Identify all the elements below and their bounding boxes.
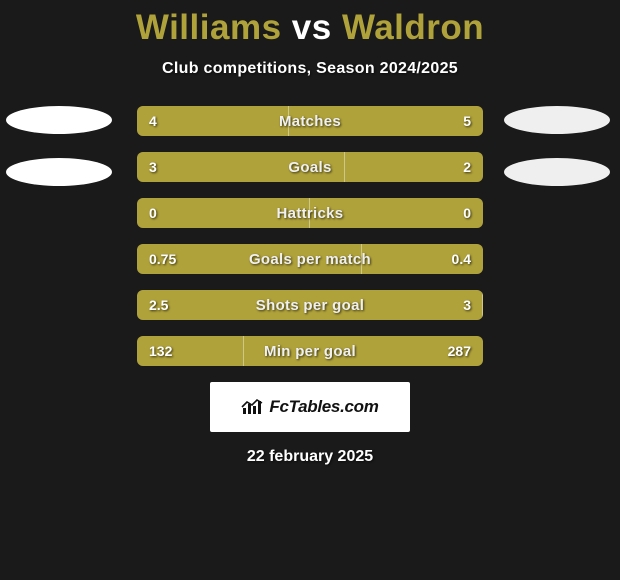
page-title: Williams vs Waldron — [0, 0, 620, 48]
stats-bars: 45Matches 32Goals 00Hattricks 0.750.4Goals … — [137, 106, 483, 366]
stat-row: 32Goals — [137, 152, 483, 182]
brand-badge[interactable]: FcTables.com — [210, 382, 410, 432]
stat-bar-right — [310, 198, 483, 228]
stat-bar-right — [244, 336, 483, 366]
player-right-name: Waldron — [342, 8, 484, 47]
brand-chart-icon — [241, 398, 263, 416]
stat-bar-left — [137, 198, 310, 228]
left-club-logos — [6, 106, 116, 210]
stat-bar-right — [345, 152, 483, 182]
stat-bar-left — [137, 152, 345, 182]
date-label: 22 february 2025 — [0, 448, 620, 466]
stat-row: 45Matches — [137, 106, 483, 136]
subtitle: Club competitions, Season 2024/2025 — [0, 60, 620, 78]
stat-row: 2.53Shots per goal — [137, 290, 483, 320]
brand-text: FcTables.com — [269, 397, 378, 417]
stat-row: 00Hattricks — [137, 198, 483, 228]
club-logo-placeholder — [6, 106, 112, 134]
club-logo-placeholder — [6, 158, 112, 186]
vs-separator: vs — [292, 8, 332, 47]
stat-bar-left — [137, 244, 362, 274]
right-club-logos — [504, 106, 614, 210]
stat-bar-left — [137, 106, 289, 136]
stats-content: 45Matches 32Goals 00Hattricks 0.750.4Goals … — [0, 106, 620, 366]
stat-bar-right — [289, 106, 483, 136]
player-left-name: Williams — [136, 8, 282, 47]
club-logo-placeholder — [504, 158, 610, 186]
stat-bar-left — [137, 336, 244, 366]
stat-bar-right — [362, 244, 483, 274]
club-logo-placeholder — [504, 106, 610, 134]
stat-row: 132287Min per goal — [137, 336, 483, 366]
comparison-card: Williams vs Waldron Club competitions, S… — [0, 0, 620, 580]
stat-bar-left — [137, 290, 483, 320]
stat-row: 0.750.4Goals per match — [137, 244, 483, 274]
